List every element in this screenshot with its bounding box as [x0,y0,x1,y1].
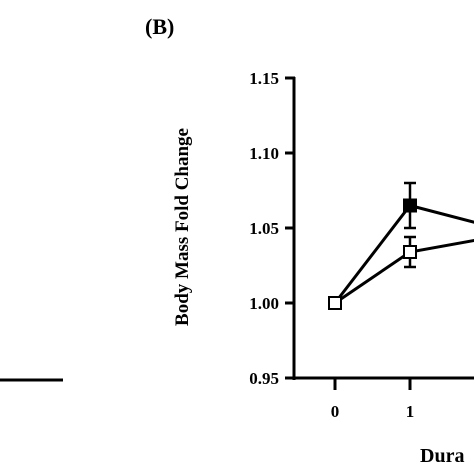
data-point [403,245,417,259]
y-axis-label: Body Mass Fold Change [172,128,193,326]
x-axis-label: Dura [420,445,464,467]
y-tick-label: 0.95 [249,369,279,388]
y-tick-label: 1.00 [249,294,279,313]
data-point [403,198,417,213]
y-tick-label: 1.10 [249,144,279,163]
data-point [328,296,342,310]
y-ticks: 0.95 1.00 1.05 1.10 1.15 [249,69,295,388]
x-tick-label: 1 [406,402,415,421]
y-tick-label: 1.05 [249,219,279,238]
x-tick-label: 0 [331,402,340,421]
panel-label: (B) [145,14,174,39]
y-tick-label: 1.15 [249,69,279,88]
series-layer [328,181,474,310]
